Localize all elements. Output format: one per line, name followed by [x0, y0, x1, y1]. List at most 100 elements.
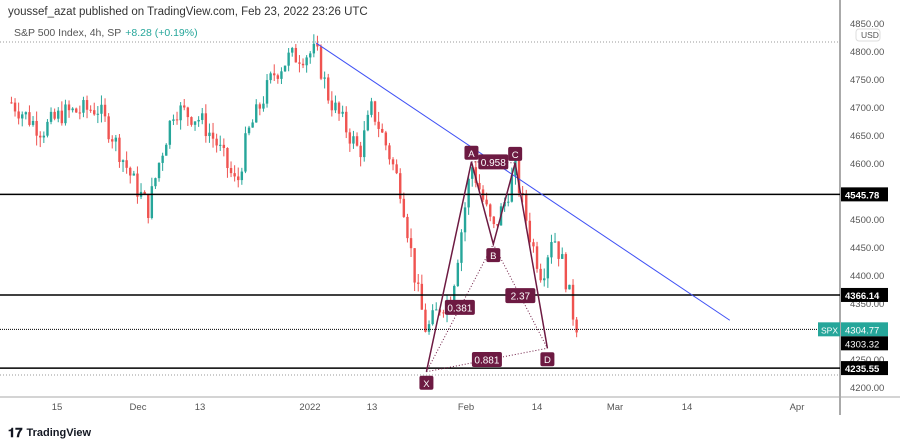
ratio-badge	[444, 299, 475, 315]
candle-body	[75, 108, 78, 113]
candle-body	[564, 254, 568, 290]
candle-body	[147, 194, 150, 218]
candle-body	[172, 119, 175, 121]
candle-body	[39, 135, 42, 138]
ratio-badge	[505, 288, 536, 304]
candle-body	[89, 109, 92, 111]
candle-body	[561, 254, 564, 259]
candle-body	[46, 121, 49, 136]
candle-body	[93, 110, 96, 115]
candle-body	[337, 102, 341, 114]
candle-body	[280, 71, 283, 79]
candle-body	[100, 104, 103, 114]
candle-body	[453, 285, 456, 308]
candle-body	[183, 105, 186, 108]
candle-body	[435, 309, 438, 311]
candle-body	[175, 119, 179, 121]
candle-body	[427, 324, 431, 332]
candle-body	[13, 102, 17, 112]
price-tick-label: 4400.00	[850, 271, 884, 282]
candle-body	[60, 110, 64, 124]
candle-body	[107, 116, 110, 140]
candle-body	[517, 160, 521, 193]
candle-body	[460, 232, 463, 263]
candle-body	[229, 168, 233, 174]
candle-body	[204, 113, 208, 137]
candle-body	[132, 173, 136, 176]
pattern-point-label: D	[544, 355, 551, 366]
currency-label: USD	[861, 30, 879, 40]
last-price-tag	[841, 322, 888, 337]
extra-price-tag	[841, 336, 888, 351]
pattern-point-label: C	[512, 150, 519, 161]
ratio-label: 2.37	[511, 292, 531, 303]
price-tick-label: 4800.00	[850, 47, 884, 58]
time-tick-label: 13	[195, 402, 206, 413]
candle-body	[42, 135, 46, 138]
candle-body	[492, 216, 496, 225]
candle-body	[211, 132, 215, 139]
candle-body	[377, 121, 380, 129]
pattern-point-label: X	[423, 379, 430, 390]
price-tick-label: 4250.00	[850, 355, 884, 366]
candle-body	[496, 224, 499, 226]
candle-body	[161, 155, 164, 163]
level-price-label: 4235.55	[845, 364, 880, 375]
candle-body	[388, 145, 391, 160]
harmonic-ratio-line	[426, 347, 548, 373]
candle-body	[121, 160, 125, 162]
candle-body	[312, 43, 316, 54]
candle-body	[355, 136, 359, 146]
level-price-tag	[841, 187, 888, 202]
candle-body	[222, 144, 226, 148]
price-tick-label: 4200.00	[850, 383, 884, 394]
last-price-label: 4304.77	[845, 325, 879, 336]
candle-body	[463, 207, 467, 233]
candle-body	[179, 105, 182, 121]
candle-body	[240, 171, 244, 181]
candle-body	[165, 144, 168, 156]
candle-body	[291, 47, 294, 53]
candle-body	[391, 159, 395, 165]
candle-body	[532, 242, 535, 247]
candle-body	[553, 241, 557, 243]
candle-body	[10, 102, 13, 104]
candle-body	[208, 132, 211, 137]
candle-body	[399, 173, 402, 199]
candle-body	[283, 65, 287, 72]
candle-body	[431, 310, 434, 325]
candle-body	[539, 268, 542, 281]
candle-body	[467, 178, 470, 208]
candle-body	[64, 104, 67, 124]
candle-body	[201, 113, 204, 120]
tradingview-logo[interactable]: 𝟏𝟕 TradingView	[8, 425, 91, 441]
candle-body	[406, 216, 409, 239]
pattern-point-X	[419, 375, 434, 390]
candle-body	[471, 167, 474, 179]
candle-body	[510, 175, 514, 202]
candle-body	[334, 102, 337, 111]
symbol-tag-label: SPX	[821, 325, 838, 335]
candle-body	[352, 136, 355, 144]
candle-body	[370, 101, 373, 115]
candle-body	[301, 63, 305, 66]
ratio-label: 0.881	[474, 356, 499, 367]
candle-body	[528, 220, 532, 243]
candle-body	[485, 199, 488, 205]
time-tick-label: Mar	[607, 402, 623, 413]
currency-badge	[855, 28, 881, 42]
ratio-badge	[478, 154, 509, 170]
candle-body	[111, 139, 114, 142]
candle-body	[129, 167, 132, 176]
candle-body	[395, 164, 398, 174]
candle-body	[168, 120, 172, 145]
candle-body	[413, 248, 416, 283]
symbol-legend: S&P 500 Index, 4h, SP +8.28 (+0.19%)	[14, 27, 198, 39]
candle-body	[53, 111, 56, 119]
time-tick-label: 2022	[299, 402, 320, 413]
symbol-info[interactable]: S&P 500 Index, 4h, SP	[14, 27, 122, 39]
candle-body	[262, 103, 265, 109]
candle-body	[420, 283, 424, 310]
candle-body	[226, 147, 229, 169]
